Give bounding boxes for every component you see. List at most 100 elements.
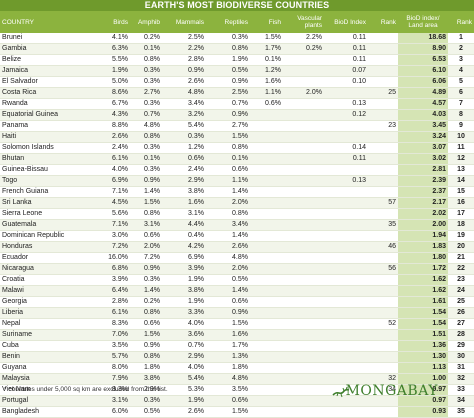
cell-biod-per-area: 2.17 [398, 197, 448, 210]
table-row: Malawi 6.4% 1.4% 3.8% 1.4% 1.62 24 [0, 285, 474, 298]
cell-biod-per-area: 4.57 [398, 98, 448, 111]
cell-mammals: 5.3% [162, 384, 206, 397]
table-row: Liberia 6.1% 0.8% 3.3% 0.9% 1.54 26 [0, 307, 474, 320]
table-row: Guinea-Bissau 4.0% 0.3% 2.4% 0.6% 2.81 13 [0, 164, 474, 177]
cell-biod-per-area: 2.81 [398, 164, 448, 177]
cell-biod-index [324, 329, 368, 342]
table-row: Rwanda 6.7% 0.3% 3.4% 0.7% 0.6% 0.13 4.57 7 [0, 98, 474, 111]
cell-biod-index [324, 318, 368, 331]
cell-reptiles: 1.5% [206, 131, 250, 144]
cell-fish: 1.2% [250, 65, 283, 78]
cell-vascular-plants [283, 197, 324, 210]
cell-fish [250, 120, 283, 133]
footer: * countries under 5,000 sq km are exclud… [0, 383, 474, 401]
cell-vascular-plants [283, 208, 324, 221]
cell-vascular-plants [283, 65, 324, 78]
cell-reptiles: 3.5% [206, 384, 250, 397]
cell-birds: 8.3% [88, 318, 130, 331]
biodiversity-table: COUNTRY Birds Amphib Mammals Reptiles Fi… [0, 11, 474, 418]
cell-biod-index [324, 274, 368, 287]
cell-biod-per-area: 4.89 [398, 87, 448, 100]
cell-rank-2: 4 [448, 65, 474, 78]
cell-fish: 1.5% [250, 33, 283, 45]
cell-mammals: 3.2% [162, 109, 206, 122]
cell-fish: 0.6% [250, 98, 283, 111]
cell-country: Costa Rica [0, 87, 88, 100]
cell-rank-2: 2 [448, 43, 474, 56]
cell-rank-2: 30 [448, 351, 474, 364]
cell-amphib: 2.9% [130, 384, 162, 397]
cell-rank-2: 1 [448, 33, 474, 45]
cell-rank: 35 [368, 219, 398, 232]
cell-fish [250, 318, 283, 331]
cell-country: Guyana [0, 362, 88, 375]
cell-country: Georgia [0, 296, 88, 309]
cell-rank [368, 65, 398, 78]
cell-birds: 8.0% [88, 362, 130, 375]
cell-mammals: 2.8% [162, 54, 206, 67]
cell-vascular-plants [283, 109, 324, 122]
col-amphib: Amphib [137, 18, 160, 26]
cell-rank [368, 351, 398, 364]
cell-biod-index [324, 230, 368, 243]
cell-rank-2: 16 [448, 197, 474, 210]
table-row: Croatia 3.9% 0.3% 1.9% 0.5% 1.62 23 [0, 274, 474, 287]
cell-birds: 4.5% [88, 197, 130, 210]
cell-fish [250, 109, 283, 122]
cell-rank [368, 274, 398, 287]
cell-rank [368, 252, 398, 265]
cell-birds: 6.7% [88, 98, 130, 111]
cell-amphib: 4.8% [130, 120, 162, 133]
cell-vascular-plants [283, 373, 324, 386]
table-row: Bangladesh 6.0% 0.5% 2.6% 1.5% 0.93 35 [0, 406, 474, 418]
cell-vascular-plants [283, 340, 324, 353]
cell-amphib: 0.3% [130, 142, 162, 155]
cell-rank: 34 [368, 384, 398, 397]
cell-vascular-plants [283, 274, 324, 287]
cell-amphib: 0.3% [130, 274, 162, 287]
table-row: Nicaragua 6.8% 0.9% 3.9% 2.0% 56 1.72 22 [0, 263, 474, 276]
cell-rank [368, 131, 398, 144]
cell-birds: 2.4% [88, 142, 130, 155]
cell-country: Solomon Islands [0, 142, 88, 155]
cell-birds: 5.5% [88, 54, 130, 67]
col-reptiles: Reptiles [224, 18, 248, 26]
cell-biod-index [324, 373, 368, 386]
cell-amphib: 1.4% [130, 186, 162, 199]
cell-biod-per-area: 8.90 [398, 43, 448, 56]
cell-country: Sri Lanka [0, 197, 88, 210]
cell-reptiles: 4.8% [206, 373, 250, 386]
cell-vascular-plants [283, 120, 324, 133]
col-country: COUNTRY [2, 18, 35, 26]
cell-reptiles: 1.6% [206, 329, 250, 342]
cell-reptiles: 1.4% [206, 186, 250, 199]
cell-rank-2: 5 [448, 76, 474, 89]
cell-rank-2: 32 [448, 373, 474, 386]
cell-rank [368, 329, 398, 342]
cell-amphib: 0.8% [130, 307, 162, 320]
cell-rank-2: 19 [448, 230, 474, 243]
cell-amphib: 1.5% [130, 329, 162, 342]
col-birds: Birds [113, 18, 128, 26]
cell-mammals: 3.8% [162, 285, 206, 298]
table-row: Bhutan 6.1% 0.1% 0.6% 0.1% 0.11 3.02 12 [0, 153, 474, 166]
cell-amphib: 0.9% [130, 340, 162, 353]
cell-mammals: 5.4% [162, 120, 206, 133]
cell-rank-2: 22 [448, 263, 474, 276]
cell-rank [368, 164, 398, 177]
cell-vascular-plants [283, 296, 324, 309]
table-row: El Salvador 5.0% 0.3% 2.6% 0.9% 1.6% 0.10 6.06 5 [0, 76, 474, 89]
cell-biod-per-area: 1.62 [398, 274, 448, 287]
cell-rank [368, 76, 398, 89]
cell-fish [250, 384, 283, 397]
cell-biod-per-area: 0.93 [398, 406, 448, 418]
cell-mammals: 4.4% [162, 219, 206, 232]
cell-birds: 2.6% [88, 131, 130, 144]
cell-biod-per-area: 1.30 [398, 351, 448, 364]
cell-rank-2: 21 [448, 252, 474, 265]
cell-biod-index [324, 252, 368, 265]
cell-mammals: 2.2% [162, 43, 206, 56]
cell-birds: 16.0% [88, 252, 130, 265]
cell-biod-per-area: 1.54 [398, 307, 448, 320]
cell-amphib: 0.2% [130, 296, 162, 309]
